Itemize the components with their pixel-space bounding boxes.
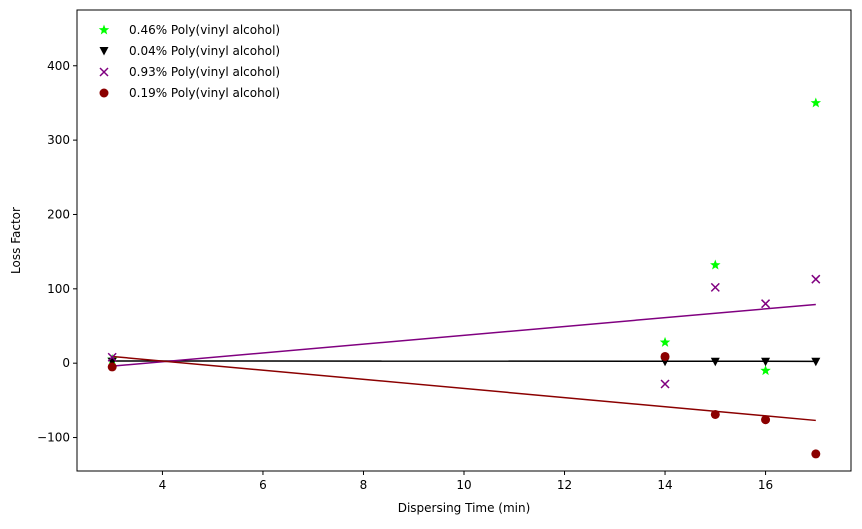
legend-label: 0.04% Poly(vinyl alcohol) <box>129 44 280 58</box>
legend-label: 0.46% Poly(vinyl alcohol) <box>129 23 280 37</box>
data-point <box>811 449 820 458</box>
data-point <box>108 362 117 371</box>
y-axis-label: Loss Factor <box>9 207 23 274</box>
y-tick-label: −100 <box>37 431 70 445</box>
data-point <box>711 410 720 419</box>
data-point <box>761 415 770 424</box>
x-tick-label: 4 <box>159 478 167 492</box>
legend-label: 0.19% Poly(vinyl alcohol) <box>129 86 280 100</box>
legend-label: 0.93% Poly(vinyl alcohol) <box>129 65 280 79</box>
y-tick-label: 300 <box>47 133 70 147</box>
y-tick-label: 0 <box>62 356 70 370</box>
y-axis-ticks: −100 0 100 200 300 400 <box>37 59 77 445</box>
data-point <box>661 352 670 361</box>
x-tick-label: 16 <box>758 478 773 492</box>
y-tick-label: 200 <box>47 207 70 221</box>
x-tick-label: 12 <box>557 478 572 492</box>
x-axis-ticks: 4 6 8 10 12 14 16 <box>159 471 774 492</box>
x-tick-label: 6 <box>259 478 267 492</box>
x-axis-label: Dispersing Time (min) <box>398 501 531 515</box>
x-tick-label: 14 <box>657 478 672 492</box>
y-tick-label: 400 <box>47 59 70 73</box>
x-tick-label: 10 <box>456 478 471 492</box>
x-tick-label: 8 <box>360 478 368 492</box>
y-tick-label: 100 <box>47 282 70 296</box>
legend-marker <box>100 89 109 98</box>
plot-area <box>77 10 851 471</box>
